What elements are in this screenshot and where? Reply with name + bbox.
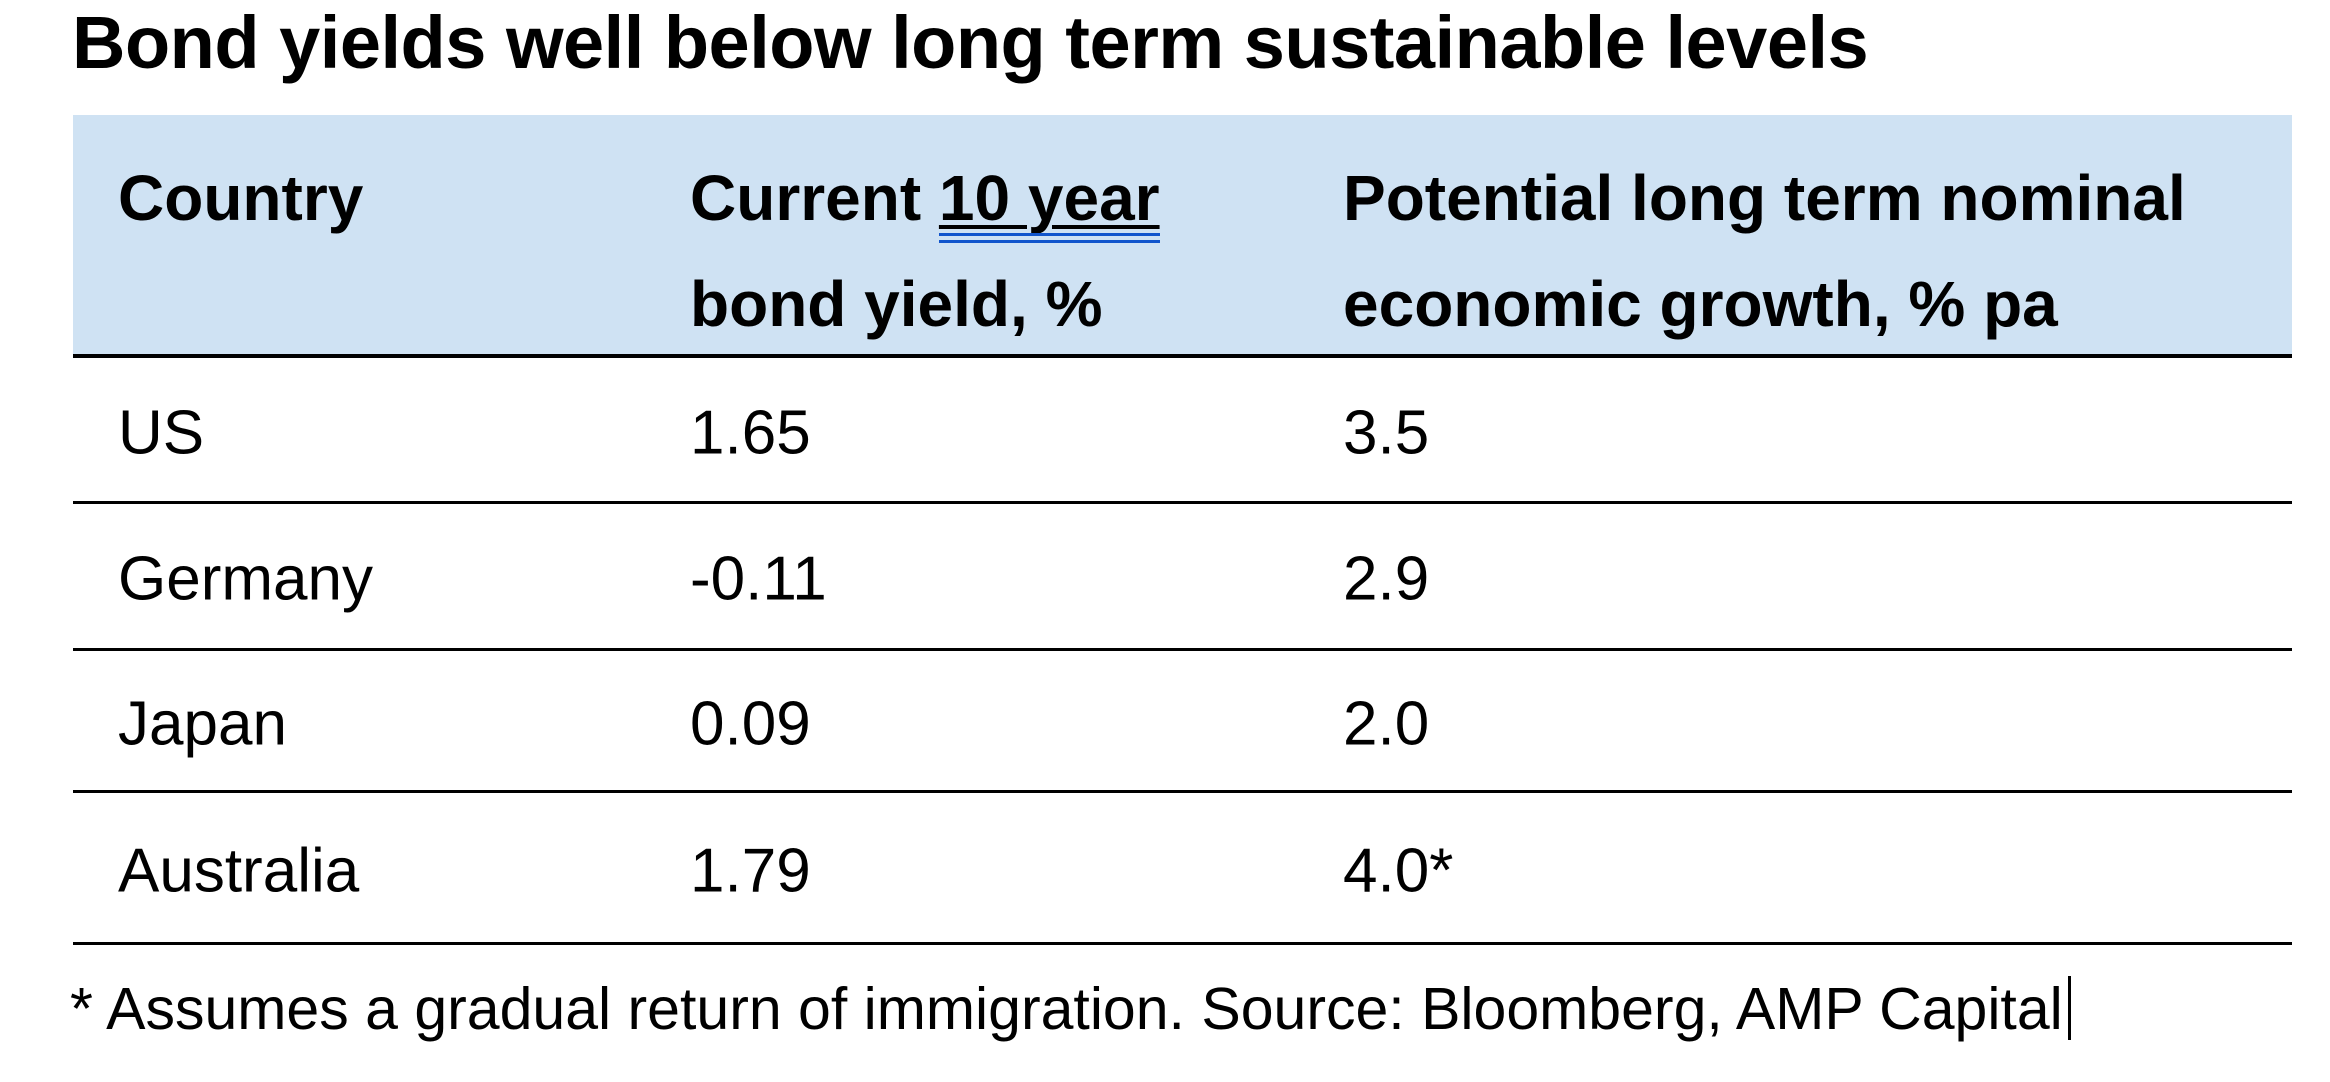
ten-year-link[interactable]: 10 year (938, 162, 1160, 234)
page-title: Bond yields well below long term sustain… (72, 1, 1869, 84)
column-header-growth-line1: Potential long term nominal (1343, 162, 2186, 234)
column-header-bond-yield-prefix: Current (690, 162, 922, 234)
cell-potential-growth: 2.0 (1343, 689, 1430, 759)
bond-yields-table: Country Current 10 year bond yield, % Po… (73, 115, 2292, 945)
cell-country: Australia (118, 836, 360, 906)
table-row: US 1.65 3.5 (73, 358, 2292, 504)
cell-bond-yield: 1.79 (690, 836, 811, 906)
cell-country: US (118, 398, 205, 468)
cell-potential-growth: 3.5 (1343, 398, 1430, 468)
cell-bond-yield: -0.11 (690, 544, 827, 614)
column-header-bond-yield: Current 10 year bond yield, % (690, 115, 1160, 357)
cell-bond-yield: 1.65 (690, 398, 811, 468)
column-header-growth-line2: economic growth, % pa (1343, 268, 2058, 340)
cell-bond-yield: 0.09 (690, 689, 811, 759)
table-row: Australia 1.79 4.0* (73, 793, 2292, 945)
table-row: Japan 0.09 2.0 (73, 651, 2292, 793)
table-header-row: Country Current 10 year bond yield, % Po… (73, 115, 2292, 358)
column-header-potential-growth: Potential long term nominal economic gro… (1343, 115, 2186, 357)
footnote-text: * Assumes a gradual return of immigratio… (70, 976, 2063, 1042)
column-header-bond-yield-line2: bond yield, % (690, 268, 1103, 340)
footnote: * Assumes a gradual return of immigratio… (70, 975, 2071, 1043)
text-caret (2067, 976, 2071, 1040)
cell-potential-growth: 2.9 (1343, 544, 1430, 614)
cell-country: Japan (118, 689, 287, 759)
table-row: Germany -0.11 2.9 (73, 504, 2292, 651)
cell-potential-growth: 4.0* (1343, 836, 1454, 906)
cell-country: Germany (118, 544, 373, 614)
column-header-country: Country (118, 162, 364, 234)
